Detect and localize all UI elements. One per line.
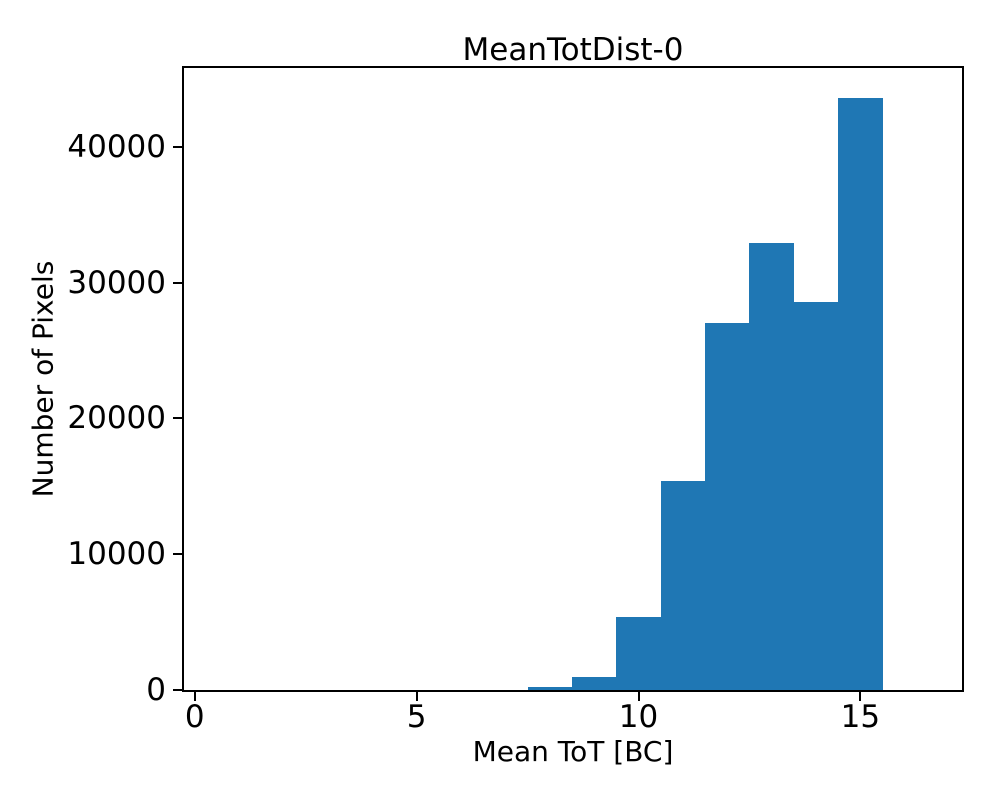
- histogram-bar: [527, 687, 572, 690]
- histogram-bar: [571, 677, 617, 690]
- x-axis-label: Mean ToT [BC]: [472, 735, 674, 768]
- x-tick-label: 5: [406, 699, 427, 735]
- histogram-bar: [749, 243, 794, 690]
- x-tick: [637, 692, 640, 701]
- x-tick-label: 0: [184, 699, 205, 735]
- histogram-bar: [660, 480, 706, 690]
- y-tick: [173, 145, 182, 148]
- plot-area: [182, 66, 964, 692]
- histogram-bar: [793, 301, 839, 690]
- y-tick: [173, 553, 182, 556]
- histogram-bar: [705, 323, 750, 690]
- histogram-bar: [616, 616, 661, 690]
- x-tick: [193, 692, 196, 701]
- x-tick-label: 10: [618, 699, 659, 735]
- x-tick: [415, 692, 418, 701]
- y-tick-label: 40000: [67, 128, 166, 165]
- y-tick: [173, 689, 182, 691]
- chart-title: MeanTotDist-0: [462, 32, 684, 68]
- y-tick: [173, 417, 182, 420]
- y-tick: [173, 281, 182, 284]
- x-tick-label: 15: [840, 699, 881, 735]
- y-tick-label: 0: [146, 672, 166, 708]
- y-tick-label: 20000: [67, 400, 166, 437]
- y-tick-label: 30000: [67, 264, 166, 301]
- y-tick-label: 10000: [67, 536, 166, 573]
- x-tick: [859, 692, 862, 701]
- histogram-bar: [838, 97, 883, 690]
